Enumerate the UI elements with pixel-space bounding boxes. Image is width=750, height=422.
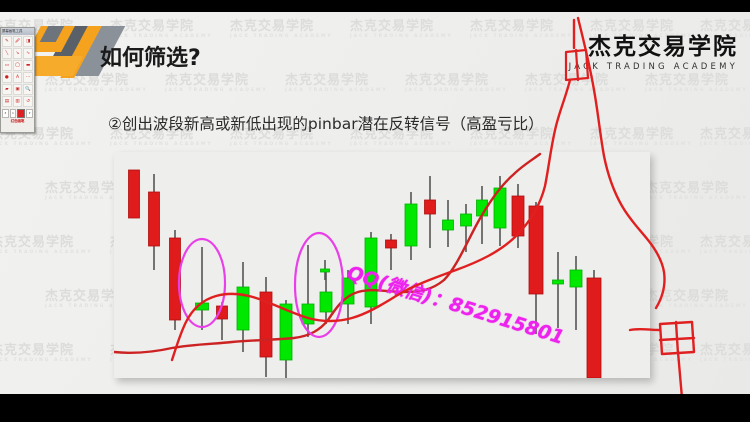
candle-body — [424, 199, 436, 215]
brand-logo-cn: 杰克交易学院 — [588, 34, 738, 60]
pen-icon-glyph: ✎ — [4, 39, 9, 44]
candle-body — [552, 279, 564, 285]
letterbox-top — [0, 0, 750, 12]
ellipse-filled-icon[interactable]: ● — [2, 72, 12, 83]
brand-logo: 杰克交易学院 JACK TRADING ACADEMY — [569, 34, 738, 73]
magnifier-icon-glyph: 🔍 — [25, 87, 31, 92]
toolbar-tool-grid[interactable]: ✎ 🖉 ◨ ╲ ↘ ∿ ▭ ◯ ▬ ● A ⋯ ▰ ▣ 🔍 ▤ ▥ ↺ — [1, 35, 34, 108]
spotlight-icon[interactable]: ▣ — [12, 84, 23, 95]
dotted-icon-glyph: ⋯ — [25, 75, 31, 80]
text-icon[interactable]: A — [12, 72, 23, 83]
ellipse-outline-icon-glyph: ◯ — [14, 63, 21, 68]
candle-body — [460, 213, 472, 227]
save-icon-glyph: ▤ — [4, 99, 9, 104]
page-title: 如何筛选? — [100, 46, 201, 71]
highlighter-icon[interactable]: 🖉 — [12, 36, 23, 47]
candle-body — [128, 169, 140, 219]
line-width-stepper[interactable]: 3 — [2, 109, 9, 118]
ellipse-filled-icon-glyph: ● — [4, 75, 9, 80]
candle-body — [511, 195, 525, 237]
candle-body — [528, 205, 544, 295]
candle-body — [236, 286, 250, 331]
letterbox-bottom — [0, 394, 750, 422]
highlighter-icon-glyph: 🖉 — [15, 39, 20, 44]
eraser-icon-glyph: ◨ — [26, 39, 31, 44]
rectangle-filled-icon-glyph: ▬ — [26, 63, 31, 68]
spotlight-icon-glyph: ▣ — [15, 87, 20, 92]
candle-body — [279, 303, 293, 361]
opacity-stepper[interactable]: 1 — [9, 109, 17, 118]
pen-icon[interactable]: ✎ — [2, 36, 12, 47]
toolbar-title[interactable]: 屏幕画笔工具 — [1, 28, 34, 35]
rectangle-outline-icon[interactable]: ▭ — [2, 60, 12, 71]
curve-icon[interactable]: ∿ — [23, 48, 33, 59]
undo-icon[interactable]: ↺ — [23, 96, 33, 107]
candlestick-chart-svg — [114, 152, 602, 378]
candle-body — [404, 203, 418, 247]
curve-icon-glyph: ∿ — [26, 51, 31, 56]
candle-body — [385, 239, 397, 249]
ellipse-outline-icon[interactable]: ◯ — [12, 60, 23, 71]
screenshot-icon[interactable]: ▥ — [12, 96, 23, 107]
arrow-icon[interactable]: ↘ — [12, 48, 23, 59]
blackboard-icon-glyph: ▰ — [5, 87, 9, 92]
undo-icon-glyph: ↺ — [26, 99, 31, 104]
magnifier-icon[interactable]: 🔍 — [23, 84, 33, 95]
rectangle-filled-icon[interactable]: ▬ — [23, 60, 33, 71]
candle-body — [586, 277, 602, 378]
rectangle-outline-icon-glyph: ▭ — [4, 63, 9, 68]
candle-body — [259, 291, 273, 358]
candle-body — [569, 269, 583, 288]
save-icon[interactable]: ▤ — [2, 96, 12, 107]
toolbar-footer-label: 红色画笔 — [10, 119, 25, 123]
dotted-icon[interactable]: ⋯ — [23, 72, 33, 83]
line-icon[interactable]: ╲ — [2, 48, 12, 59]
page-subtitle: ②创出波段新高或新低出现的pinbar潜在反转信号（高盈亏比） — [108, 115, 544, 133]
screenshot-icon-glyph: ▥ — [15, 99, 20, 104]
blackboard-icon[interactable]: ▰ — [2, 84, 12, 95]
brand-logo-en: JACK TRADING ACADEMY — [568, 62, 738, 72]
active-color-swatch[interactable] — [17, 109, 26, 118]
arrow-icon-glyph: ↘ — [15, 51, 20, 56]
color-more-button[interactable]: ▾ — [26, 109, 34, 118]
line-icon-glyph: ╲ — [5, 51, 9, 56]
toolbar-color-row[interactable]: 3 1 ▾ — [1, 108, 34, 118]
candle-body — [301, 303, 315, 325]
screen-annotation-toolbar[interactable]: 屏幕画笔工具 ✎ 🖉 ◨ ╲ ↘ ∿ ▭ ◯ ▬ ● A ⋯ ▰ ▣ 🔍 ▤ ▥ ↺ 3 1 ▾ 红色画笔 — [0, 27, 35, 133]
candle-body — [148, 191, 160, 247]
candle-body — [195, 302, 209, 311]
pinbar-circle-2 — [293, 231, 345, 339]
candle-body — [442, 219, 454, 231]
candle-body — [319, 291, 333, 313]
candlestick-chart-panel — [114, 152, 650, 378]
eraser-icon[interactable]: ◨ — [23, 36, 33, 47]
candle-body — [320, 268, 330, 273]
text-icon-glyph: A — [15, 75, 20, 80]
